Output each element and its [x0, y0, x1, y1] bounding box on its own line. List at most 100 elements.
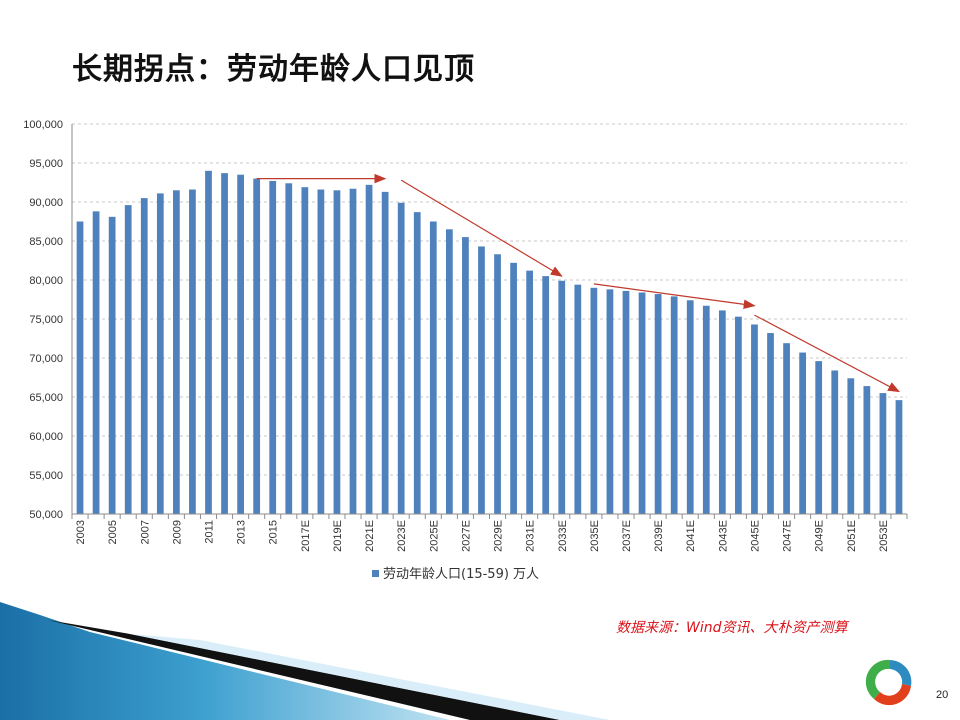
bar: [670, 296, 678, 514]
y-tick-label: 85,000: [29, 236, 63, 248]
swoosh-blue-band: [0, 602, 450, 720]
bar: [863, 386, 871, 514]
bar: [847, 378, 855, 514]
x-tick-labels: 2003 2005 2007 2009 2011 2013 2015 2017E 2019E 20…: [75, 520, 890, 552]
x-tick-label: 2031E: [525, 520, 537, 552]
bar: [702, 305, 710, 514]
bar: [397, 202, 405, 514]
bar: [590, 287, 598, 514]
bar: [237, 174, 244, 514]
y-tick-label: 75,000: [29, 314, 63, 326]
x-tick-label: 2007: [139, 520, 151, 544]
bar: [815, 361, 823, 514]
y-tick-label: 95,000: [29, 158, 63, 170]
trend-arrow: [593, 283, 756, 310]
bar: [76, 221, 84, 514]
bar: [895, 400, 903, 514]
x-tick-label: 2029E: [493, 520, 505, 552]
bar: [638, 292, 646, 514]
bar: [718, 310, 726, 514]
legend-swatch: [372, 570, 379, 577]
bar: [381, 191, 389, 515]
x-tick-label: 2017E: [300, 520, 312, 552]
bar: [108, 216, 116, 514]
bar: [124, 205, 132, 514]
x-tick-label: 2027E: [460, 520, 472, 552]
x-tick-label: 2015: [268, 520, 280, 544]
bar: [156, 193, 164, 515]
x-tick-label: 2037E: [621, 520, 633, 552]
slide-title: 长期拐点：劳动年龄人口见顶: [72, 52, 475, 87]
x-tick-label: 2019E: [332, 520, 344, 552]
bar: [831, 370, 839, 514]
bar: [799, 352, 806, 514]
x-tick-label: 2051E: [846, 520, 858, 552]
x-tick-label: 2023E: [396, 520, 408, 552]
bar: [413, 212, 421, 514]
bar: [92, 211, 100, 515]
swoosh-light-band: [130, 634, 610, 720]
bar: [542, 276, 550, 514]
bar: [140, 198, 148, 514]
bar: [735, 316, 742, 514]
y-tick-label: 65,000: [29, 392, 63, 404]
bar: [253, 178, 261, 514]
bar: [445, 229, 453, 515]
labor-population-chart: 50,000 55,000 60,000 65,000 70,000 75,000 80,0…: [23, 119, 908, 582]
x-tick-label: 2013: [236, 520, 248, 544]
y-tick-labels: 50,000 55,000 60,000 65,000 70,000 75,000 80,0…: [23, 119, 63, 521]
bars: [76, 170, 903, 515]
bar: [429, 221, 437, 514]
x-tick-label: 2025E: [428, 520, 440, 552]
x-tick-label: 2011: [203, 520, 215, 544]
bar: [301, 187, 309, 514]
x-tick-label: 2053E: [878, 520, 890, 552]
bar: [558, 280, 566, 514]
page-number: 20: [936, 689, 949, 701]
bar: [622, 290, 630, 514]
bar: [879, 393, 887, 514]
x-tick-label: 2035E: [589, 520, 601, 552]
x-tick-label: 2049E: [814, 520, 826, 552]
bar: [767, 333, 774, 514]
bar: [317, 189, 325, 514]
legend: 劳动年龄人口(15-59) 万人: [372, 566, 539, 582]
trend-arrows: [256, 173, 901, 393]
x-tick-label: 2043E: [717, 520, 729, 552]
trend-arrow: [754, 314, 901, 393]
y-tick-label: 70,000: [29, 353, 63, 365]
y-tick-label: 60,000: [29, 431, 63, 443]
bar: [686, 300, 694, 514]
x-tick-label: 2041E: [685, 520, 697, 552]
legend-label: 劳动年龄人口(15-59) 万人: [383, 566, 539, 582]
bar: [751, 324, 758, 514]
y-tick-label: 50,000: [29, 509, 63, 521]
bar: [285, 183, 293, 514]
swoosh-black-band: [48, 620, 560, 720]
bar: [189, 189, 196, 514]
bar: [205, 170, 212, 515]
x-tick-label: 2009: [171, 520, 183, 544]
x-tick-label: 2003: [75, 520, 87, 544]
bar: [333, 190, 341, 515]
bar: [606, 289, 614, 514]
bar: [654, 294, 662, 514]
bar: [574, 284, 582, 514]
x-tick-label: 2033E: [557, 520, 569, 552]
x-tick-label: 2039E: [653, 520, 665, 552]
x-tick-label: 2005: [107, 520, 119, 544]
x-tick-label: 2045E: [749, 520, 761, 552]
y-tick-label: 55,000: [29, 470, 63, 482]
bar: [221, 173, 228, 514]
bar: [494, 254, 501, 514]
bar: [269, 180, 277, 514]
y-tick-label: 90,000: [29, 197, 63, 209]
bar: [783, 343, 790, 514]
bar: [462, 237, 469, 514]
company-logo: [865, 659, 912, 706]
bar: [349, 188, 357, 515]
axes: [71, 124, 908, 519]
bar: [510, 262, 517, 514]
x-tick-label: 2021E: [364, 520, 376, 552]
